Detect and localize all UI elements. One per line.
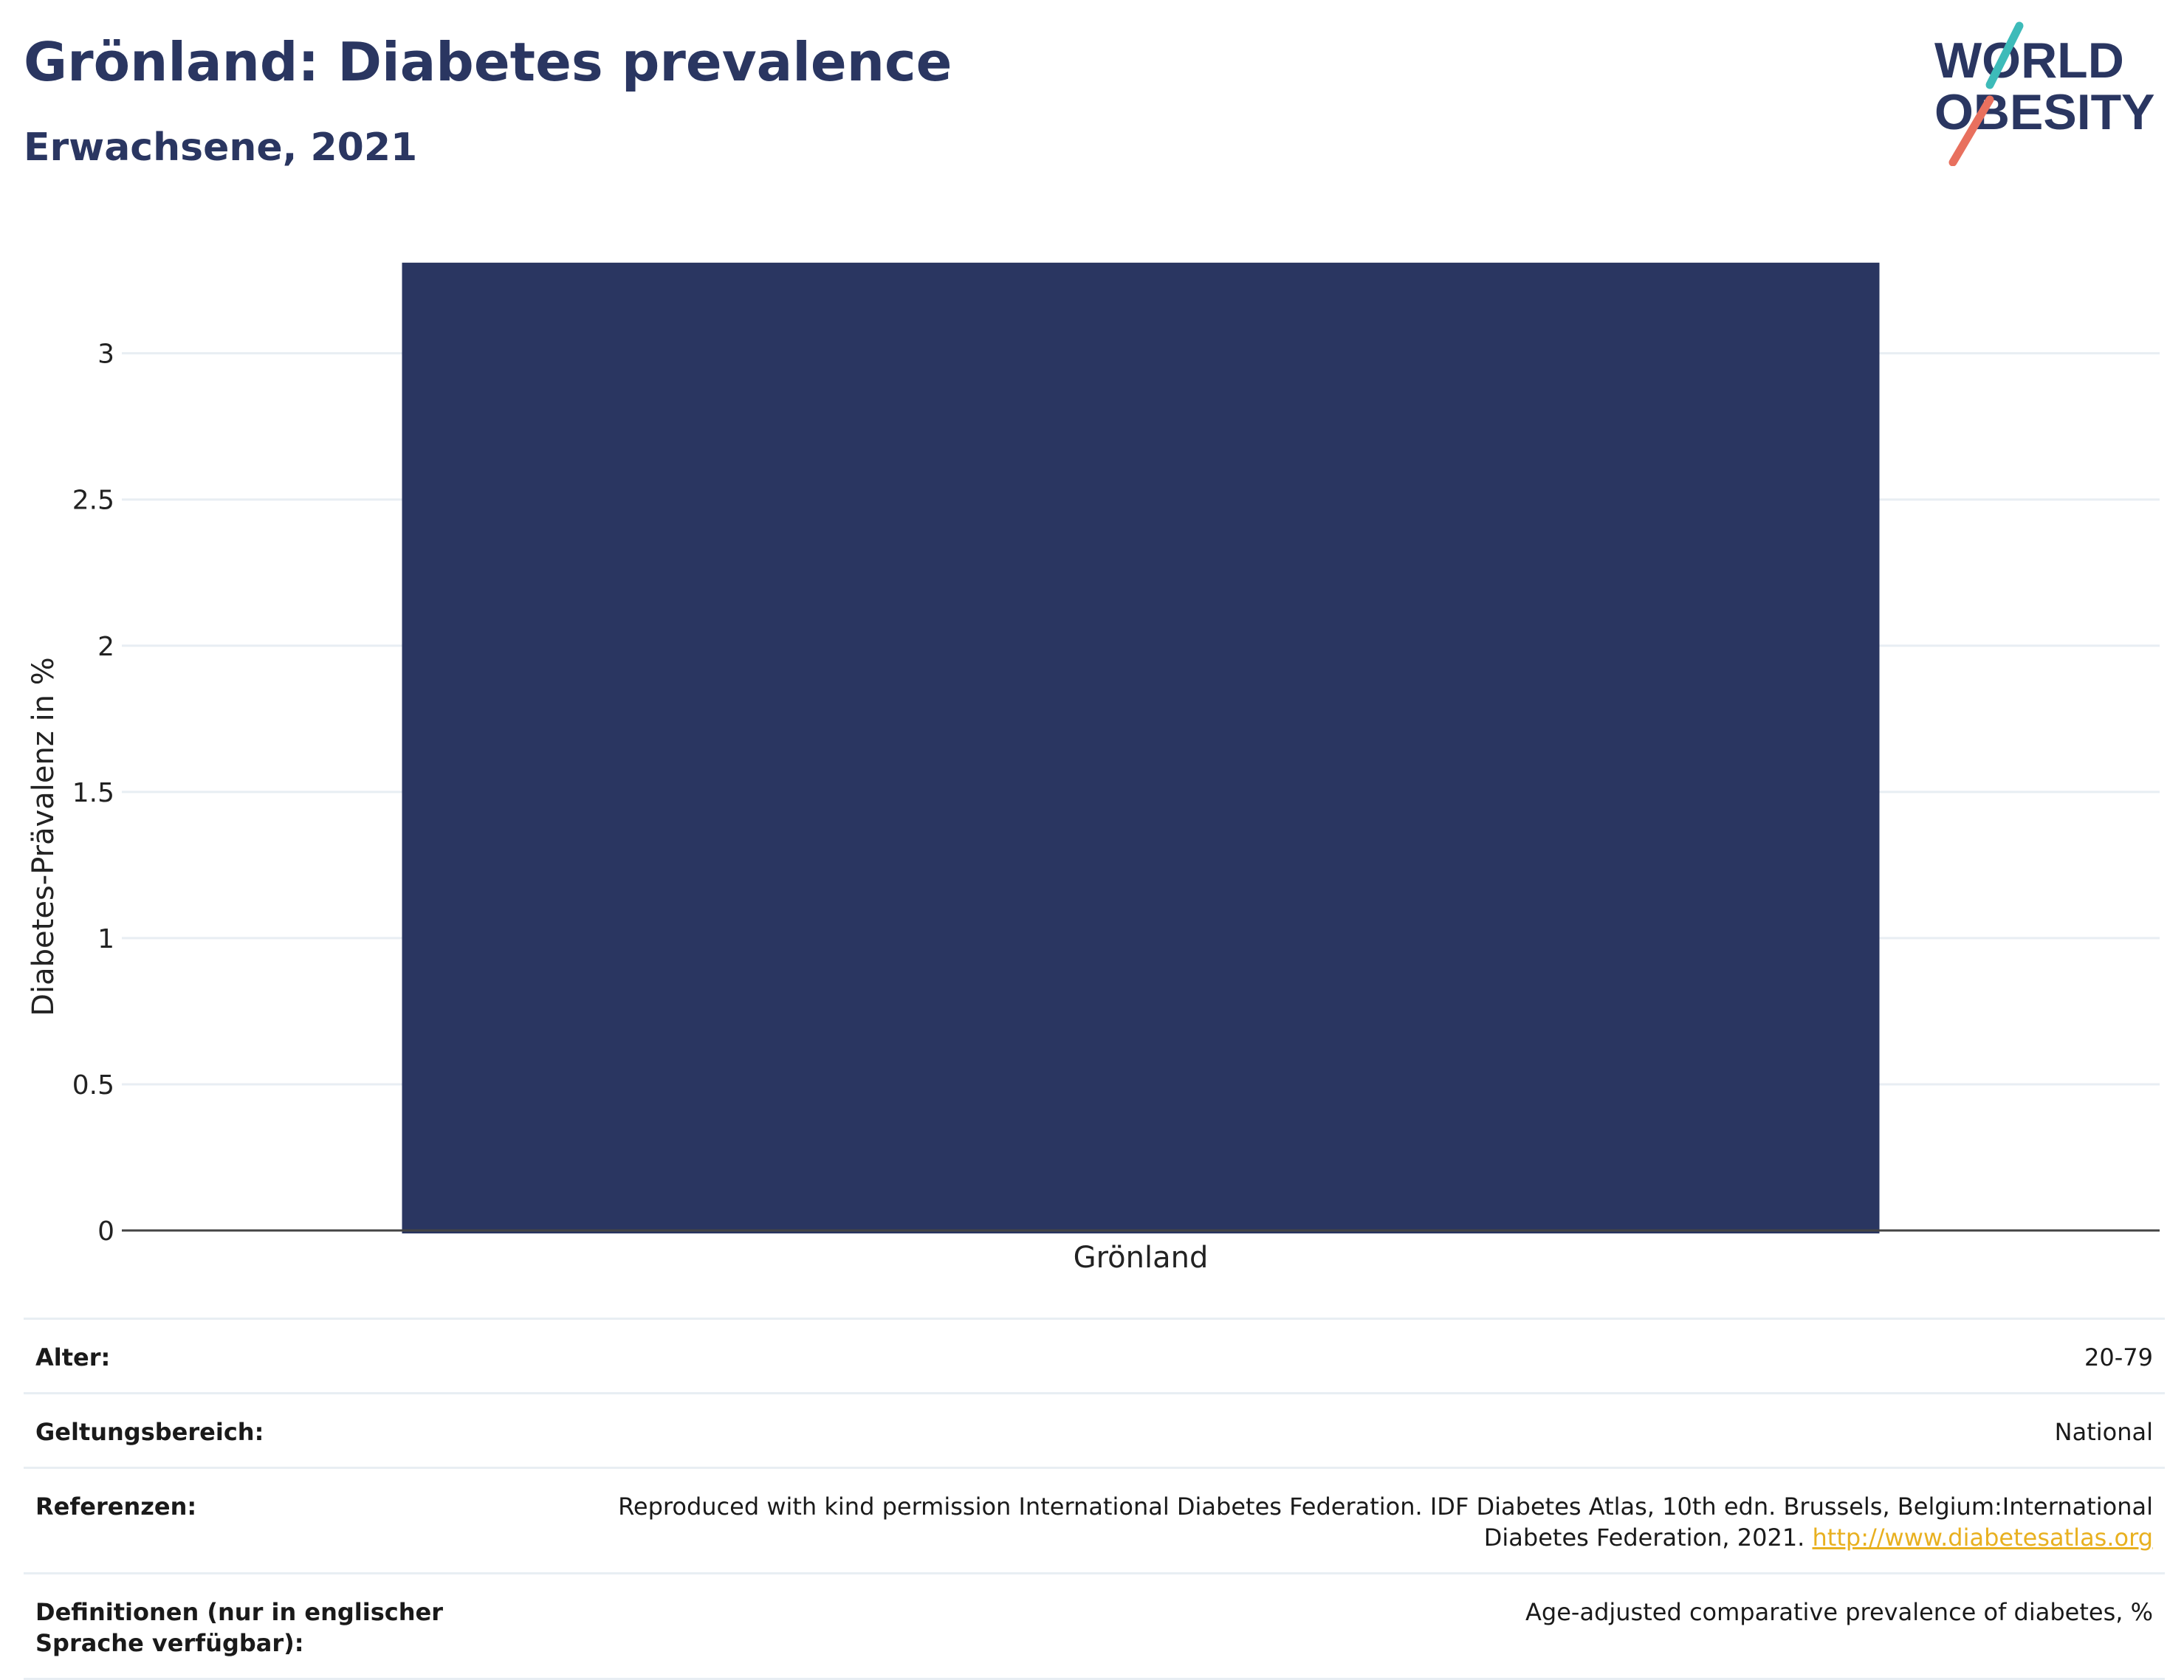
bar	[402, 262, 1880, 1234]
meta-value: National	[2054, 1418, 2153, 1446]
y-tick-label: 1.5	[72, 778, 114, 808]
logo-accent-coral	[1948, 95, 1994, 166]
y-axis-title: Diabetes-Prävalenz in %	[27, 657, 61, 1016]
page-title: Grönland: Diabetes prevalence	[24, 31, 952, 93]
bars	[402, 262, 1880, 1234]
meta-row-definitions: Definitionen (nur in englischer Sprache …	[24, 1572, 2165, 1680]
meta-label: Referenzen:	[35, 1493, 197, 1521]
world-obesity-logo: WORLD OBESITY	[1934, 21, 2155, 166]
meta-row-references: Referenzen: Reproduced with kind permiss…	[24, 1467, 2165, 1572]
y-tick-label: 0.5	[72, 1070, 114, 1101]
meta-label: Geltungsbereich:	[35, 1418, 264, 1446]
meta-value-references: Reproduced with kind permission Internat…	[566, 1491, 2153, 1553]
bar-chart: 0 0.5 1 1.5 2 2.5 3 Grönland Diabetes-Prävalenz…	[27, 262, 2160, 1275]
axes: 0 0.5 1 1.5 2 2.5 3 Grönland	[72, 340, 2160, 1275]
x-tick-label: Grönland	[1074, 1241, 1209, 1275]
logo-line1: WORLD	[1934, 32, 2124, 89]
y-tick-label: 2.5	[72, 486, 114, 516]
y-tick-label: 1	[97, 924, 114, 954]
reference-text: Reproduced with kind permission Internat…	[618, 1493, 2153, 1552]
meta-row-age: Alter: 20-79	[24, 1318, 2165, 1392]
y-tick-label: 0	[97, 1216, 114, 1247]
metadata-table: Alter: 20-79 Geltungsbereich: National R…	[24, 1318, 2165, 1680]
meta-label: Alter:	[35, 1343, 111, 1371]
y-tick-label: 3	[97, 340, 114, 370]
logo-accent-teal	[1985, 21, 2024, 89]
meta-value: Age-adjusted comparative prevalence of d…	[1525, 1598, 2153, 1626]
meta-value: 20-79	[2084, 1343, 2153, 1371]
y-tick-label: 2	[97, 632, 114, 662]
meta-label: Definitionen (nur in englischer Sprache …	[35, 1598, 443, 1657]
page-subtitle: Erwachsene, 2021	[24, 125, 418, 170]
meta-row-scope: Geltungsbereich: National	[24, 1392, 2165, 1467]
reference-link[interactable]: http://www.diabetesatlas.org	[1812, 1524, 2153, 1552]
